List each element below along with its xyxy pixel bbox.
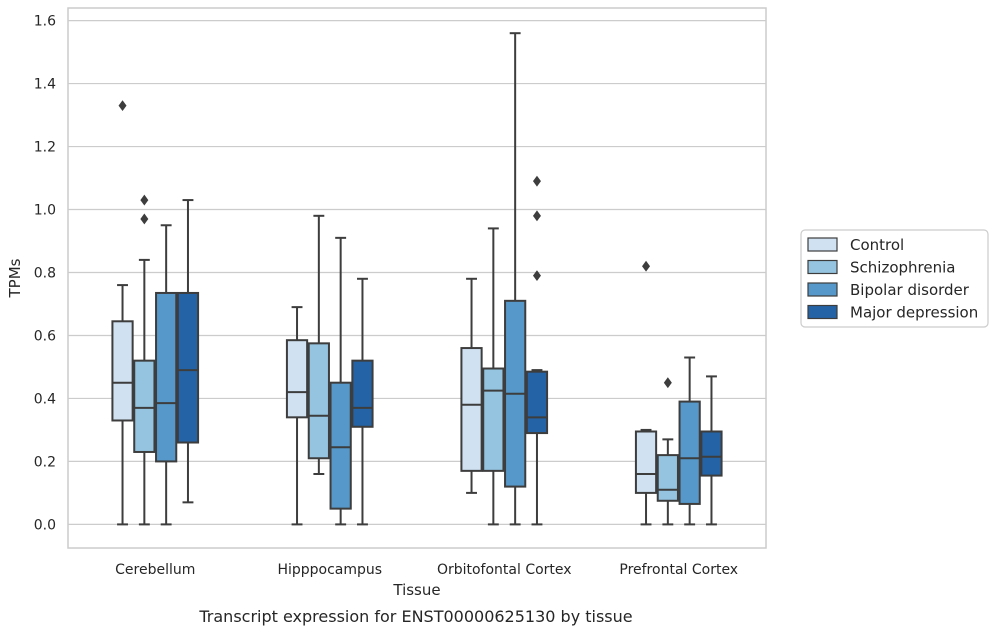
box-major-depression [351, 277, 374, 526]
y-tick-label: 1.2 [34, 140, 56, 156]
outlier-point [532, 210, 541, 222]
y-tick-labels: 0.0 0.2 0.4 0.6 0.8 1.0 1.2 1.4 1.6 [34, 14, 56, 534]
boxes [111, 32, 723, 526]
box-body [155, 291, 178, 463]
box-body [133, 359, 156, 453]
box-schizophrenia [482, 227, 505, 526]
box-body [176, 291, 200, 444]
y-tick-label: 0.2 [34, 454, 56, 470]
legend-swatch [807, 282, 838, 297]
box-major-depression [700, 375, 723, 526]
x-tick-label: Cerebellum [115, 562, 195, 578]
legend-swatch [807, 259, 838, 275]
chart-caption: Transcript expression for ENST0000062513… [198, 607, 632, 626]
box-body [482, 367, 505, 472]
plot-frame [67, 7, 767, 549]
outlier-point [118, 100, 127, 112]
box-body [307, 342, 330, 460]
y-tick-label: 0.0 [34, 517, 56, 533]
box-bipolar-disorder [678, 356, 701, 526]
legend-frame [800, 229, 989, 328]
legend-label: Control [850, 236, 904, 254]
box-schizophrenia [656, 377, 679, 526]
box-body [634, 430, 658, 494]
box-body [111, 320, 134, 422]
x-tick-label: Hipppocampus [277, 562, 382, 578]
y-tick-label: 0.6 [34, 328, 56, 344]
outlier-point [140, 213, 149, 225]
box-bipolar-disorder [504, 32, 527, 526]
box-bipolar-disorder [329, 236, 352, 526]
box-body [460, 347, 483, 472]
outlier-point [663, 377, 672, 389]
box-major-depression [525, 175, 549, 526]
box-body [351, 359, 374, 428]
outlier-point [532, 270, 541, 282]
box-control [285, 306, 309, 526]
outlier-point [532, 175, 541, 187]
x-tick-labels: Cerebellum Hipppocampus Orbitofontal Corte… [115, 562, 738, 578]
box-body [329, 381, 352, 510]
box-body [285, 339, 309, 419]
box-schizophrenia [307, 214, 330, 476]
legend-label: Bipolar disorder [850, 281, 970, 299]
outlier-point [642, 260, 651, 272]
box-body [700, 430, 723, 477]
legend-swatch [807, 304, 838, 320]
legend: Control Schizophrenia Bipolar disorder Majo… [800, 229, 989, 328]
y-tick-label: 0.4 [34, 391, 56, 407]
x-tick-label: Prefrontal Cortex [619, 562, 738, 578]
box-body [678, 400, 701, 505]
y-tick-label: 0.8 [34, 265, 56, 281]
x-axis-label: Tissue [392, 581, 440, 599]
legend-label: Schizophrenia [850, 259, 955, 277]
box-body [525, 370, 549, 435]
box-bipolar-disorder [155, 224, 178, 526]
y-axis-label: TPMs [6, 258, 24, 298]
box-control [634, 260, 658, 526]
legend-swatch [807, 237, 838, 252]
y-tick-label: 1.0 [34, 203, 56, 219]
box-schizophrenia [133, 194, 156, 526]
outlier-point [140, 194, 149, 206]
box-control [460, 277, 483, 494]
box-body [656, 454, 679, 502]
y-tick-label: 1.6 [34, 14, 56, 30]
box-major-depression [176, 199, 200, 504]
box-control [111, 100, 134, 526]
x-tick-label: Orbitofontal Cortex [437, 562, 572, 578]
legend-label: Major depression [850, 304, 978, 322]
y-tick-label: 1.4 [34, 77, 56, 93]
